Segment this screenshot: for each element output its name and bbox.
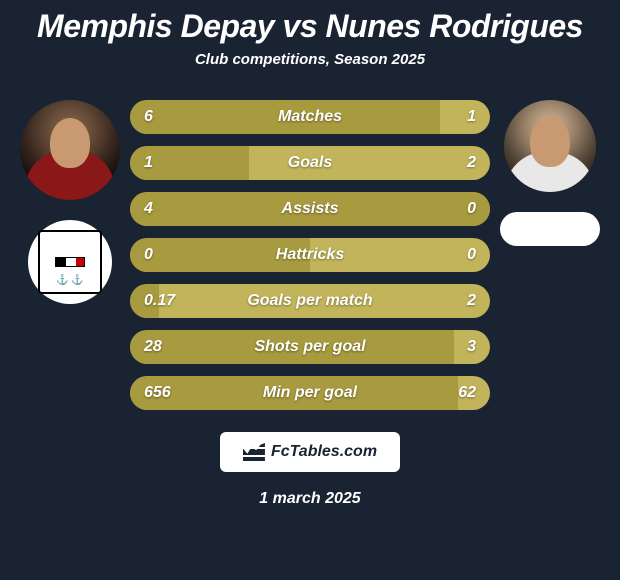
comparison-grid: ⚓ ⚓ 6Matches11Goals24Assists00Hattricks0…	[0, 96, 620, 410]
date-label: 1 march 2025	[259, 490, 360, 508]
player-left-avatar	[20, 100, 120, 200]
stat-value-right: 0	[467, 246, 476, 264]
player-right-club-badge	[500, 212, 600, 246]
stats-list: 6 Matches 1 1 Goals 2 4 Assists 0 0 Hattricks 0 0.17…	[130, 96, 490, 410]
stat-value-right: 3	[467, 338, 476, 356]
stat-value-left: 4	[144, 200, 153, 218]
stat-row: 6 Matches 1	[130, 100, 490, 134]
subtitle: Club competitions, Season 2025	[195, 51, 425, 68]
stat-label: Hattricks	[276, 246, 344, 264]
stat-value-right: 2	[467, 292, 476, 310]
branding-badge: FcTables.com	[220, 432, 400, 472]
stat-value-left: 0.17	[144, 292, 175, 310]
stat-label: Min per goal	[263, 384, 357, 402]
stat-value-right: 62	[458, 384, 476, 402]
right-player-column	[490, 96, 610, 246]
branding-label: FcTables.com	[271, 443, 377, 461]
stat-value-left: 6	[144, 108, 153, 126]
stat-row: 4 Assists 0	[130, 192, 490, 226]
stat-value-left: 1	[144, 154, 153, 172]
stat-label: Shots per goal	[254, 338, 365, 356]
left-player-column: ⚓ ⚓	[10, 96, 130, 304]
stat-row: 656 Min per goal 62	[130, 376, 490, 410]
page-title: Memphis Depay vs Nunes Rodrigues	[37, 8, 583, 45]
stat-label: Matches	[278, 108, 342, 126]
player-right-avatar	[504, 100, 596, 192]
stat-label: Goals per match	[247, 292, 372, 310]
player-left-club-badge: ⚓ ⚓	[28, 220, 112, 304]
stat-value-left: 0	[144, 246, 153, 264]
stat-value-right: 2	[467, 154, 476, 172]
stat-value-left: 656	[144, 384, 171, 402]
branding-icon	[243, 443, 265, 461]
stat-value-right: 0	[467, 200, 476, 218]
stat-label: Goals	[288, 154, 332, 172]
stat-row: 28 Shots per goal 3	[130, 330, 490, 364]
stat-row: 0.17 Goals per match 2	[130, 284, 490, 318]
stat-value-left: 28	[144, 338, 162, 356]
stat-value-right: 1	[467, 108, 476, 126]
stat-row: 1 Goals 2	[130, 146, 490, 180]
stat-row: 0 Hattricks 0	[130, 238, 490, 272]
stat-label: Assists	[282, 200, 339, 218]
